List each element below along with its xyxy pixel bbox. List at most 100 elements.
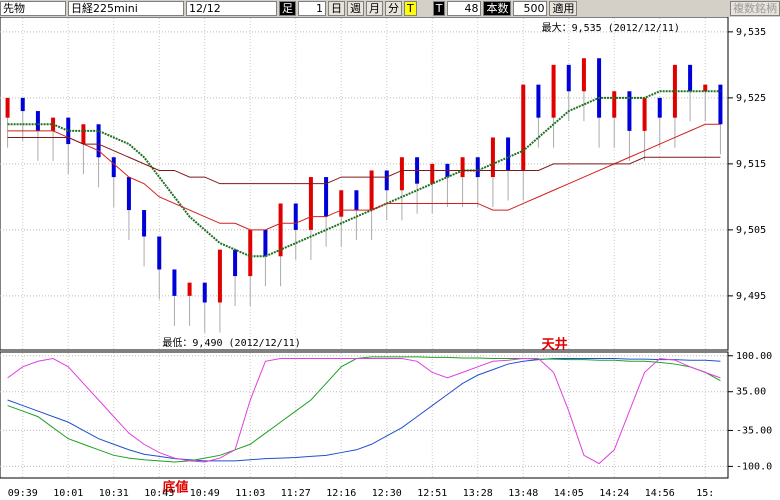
tick-label: T — [432, 1, 446, 16]
chart: 9,495 9,505 9,515 9,525 9,535 最大：9,535 (2012/… — [0, 17, 772, 499]
candle — [399, 157, 404, 191]
candle — [35, 111, 40, 131]
interval-input[interactable]: 1 — [298, 1, 326, 16]
x-tick-label: 14:56 — [645, 488, 675, 499]
candle — [293, 203, 298, 230]
x-tick-label: 10:01 — [53, 488, 83, 499]
candle — [506, 137, 511, 171]
candle — [384, 170, 389, 191]
candle — [172, 269, 177, 296]
candle — [490, 137, 495, 178]
candle — [551, 64, 556, 118]
x-tick-label: 13:48 — [508, 488, 538, 499]
candle — [126, 177, 131, 211]
x-tick-label: 11:03 — [235, 488, 265, 499]
market-select[interactable]: 先物 — [0, 1, 66, 16]
candle — [581, 58, 586, 92]
tick-button[interactable]: T — [404, 1, 417, 16]
multi-button[interactable]: 複数銘柄 — [730, 1, 780, 16]
symbol-select[interactable]: 日経225mini — [68, 1, 184, 16]
candle — [187, 282, 192, 296]
y-tick-label: -100.0 — [736, 461, 772, 472]
y-tick-label: 35.00 — [736, 387, 766, 398]
candle — [369, 170, 374, 211]
series-line — [7, 90, 721, 258]
candle — [339, 190, 344, 217]
candle — [263, 229, 268, 257]
candle — [157, 236, 162, 270]
candle — [642, 97, 647, 131]
candle — [324, 177, 329, 217]
x-tick-label: 11:27 — [281, 488, 311, 499]
candle — [718, 84, 723, 125]
y-tick-label: 9,495 — [736, 291, 766, 302]
candle — [202, 282, 207, 303]
day-button[interactable]: 日 — [328, 1, 345, 16]
series-line — [7, 123, 721, 231]
candle — [475, 157, 480, 178]
candle — [248, 229, 253, 277]
y-tick-label: -35.00 — [736, 425, 772, 436]
y-tick-label: 9,535 — [736, 27, 766, 38]
series-line — [7, 358, 721, 465]
candle — [217, 249, 222, 303]
week-button[interactable]: 週 — [347, 1, 364, 16]
bar-label: 足 — [279, 1, 296, 16]
candle — [233, 249, 238, 277]
toolbar: 先物 日経225mini 12/12 足 1 日 週 月 分 T T 48 本数… — [0, 0, 780, 17]
y-tick-label: 9,525 — [736, 93, 766, 104]
x-tick-label: 14:05 — [554, 488, 584, 499]
x-tick-label: 10:43 — [144, 488, 174, 499]
osc-frame — [0, 351, 729, 479]
y-tick-label: 9,515 — [736, 159, 766, 170]
candle — [81, 124, 86, 145]
x-tick-label: 14:24 — [599, 488, 629, 499]
candle — [111, 157, 116, 178]
apply-button[interactable]: 適用 — [549, 1, 578, 16]
series-line — [7, 356, 721, 463]
candle — [536, 84, 541, 118]
price-frame — [0, 17, 729, 351]
candle — [521, 84, 526, 171]
x-tick-label: 09:39 — [8, 488, 38, 499]
x-tick-label: 15: — [696, 488, 714, 499]
candle — [96, 124, 101, 158]
candle — [278, 203, 283, 257]
candle — [597, 58, 602, 118]
candle — [430, 163, 435, 184]
candle — [142, 210, 147, 237]
y-tick-label: 9,505 — [736, 225, 766, 236]
series-line — [7, 136, 721, 185]
annotation: 最低：9,490 (2012/12/11) — [162, 336, 300, 349]
candle — [703, 84, 708, 92]
candle — [688, 64, 693, 92]
annotation: 最大：9,535 (2012/12/11) — [542, 21, 680, 34]
candle — [657, 97, 662, 118]
annotation: 天井 — [542, 337, 568, 353]
candle — [66, 117, 71, 145]
x-tick-label: 12:16 — [326, 488, 356, 499]
candle — [20, 97, 25, 112]
annotation: 底値 — [162, 480, 188, 496]
x-tick-label: 10:31 — [99, 488, 129, 499]
bars-input[interactable]: 500 — [513, 1, 548, 16]
candle — [612, 91, 617, 118]
month-button[interactable]: 月 — [366, 1, 383, 16]
candle — [5, 97, 10, 118]
series-line — [7, 358, 721, 462]
candle — [308, 177, 313, 230]
date-select[interactable]: 12/12 — [186, 1, 277, 16]
candle — [627, 91, 632, 131]
y-tick-label: 100.00 — [736, 351, 772, 362]
x-tick-label: 13:28 — [463, 488, 493, 499]
minute-button[interactable]: 分 — [385, 1, 402, 16]
count-label: 本数 — [483, 1, 512, 16]
count-input[interactable]: 48 — [447, 1, 482, 16]
x-tick-label: 12:51 — [417, 488, 447, 499]
candle — [460, 157, 465, 178]
candle — [566, 64, 571, 92]
x-tick-label: 12:30 — [372, 488, 402, 499]
candle — [354, 190, 359, 211]
x-tick-label: 10:49 — [190, 488, 220, 499]
